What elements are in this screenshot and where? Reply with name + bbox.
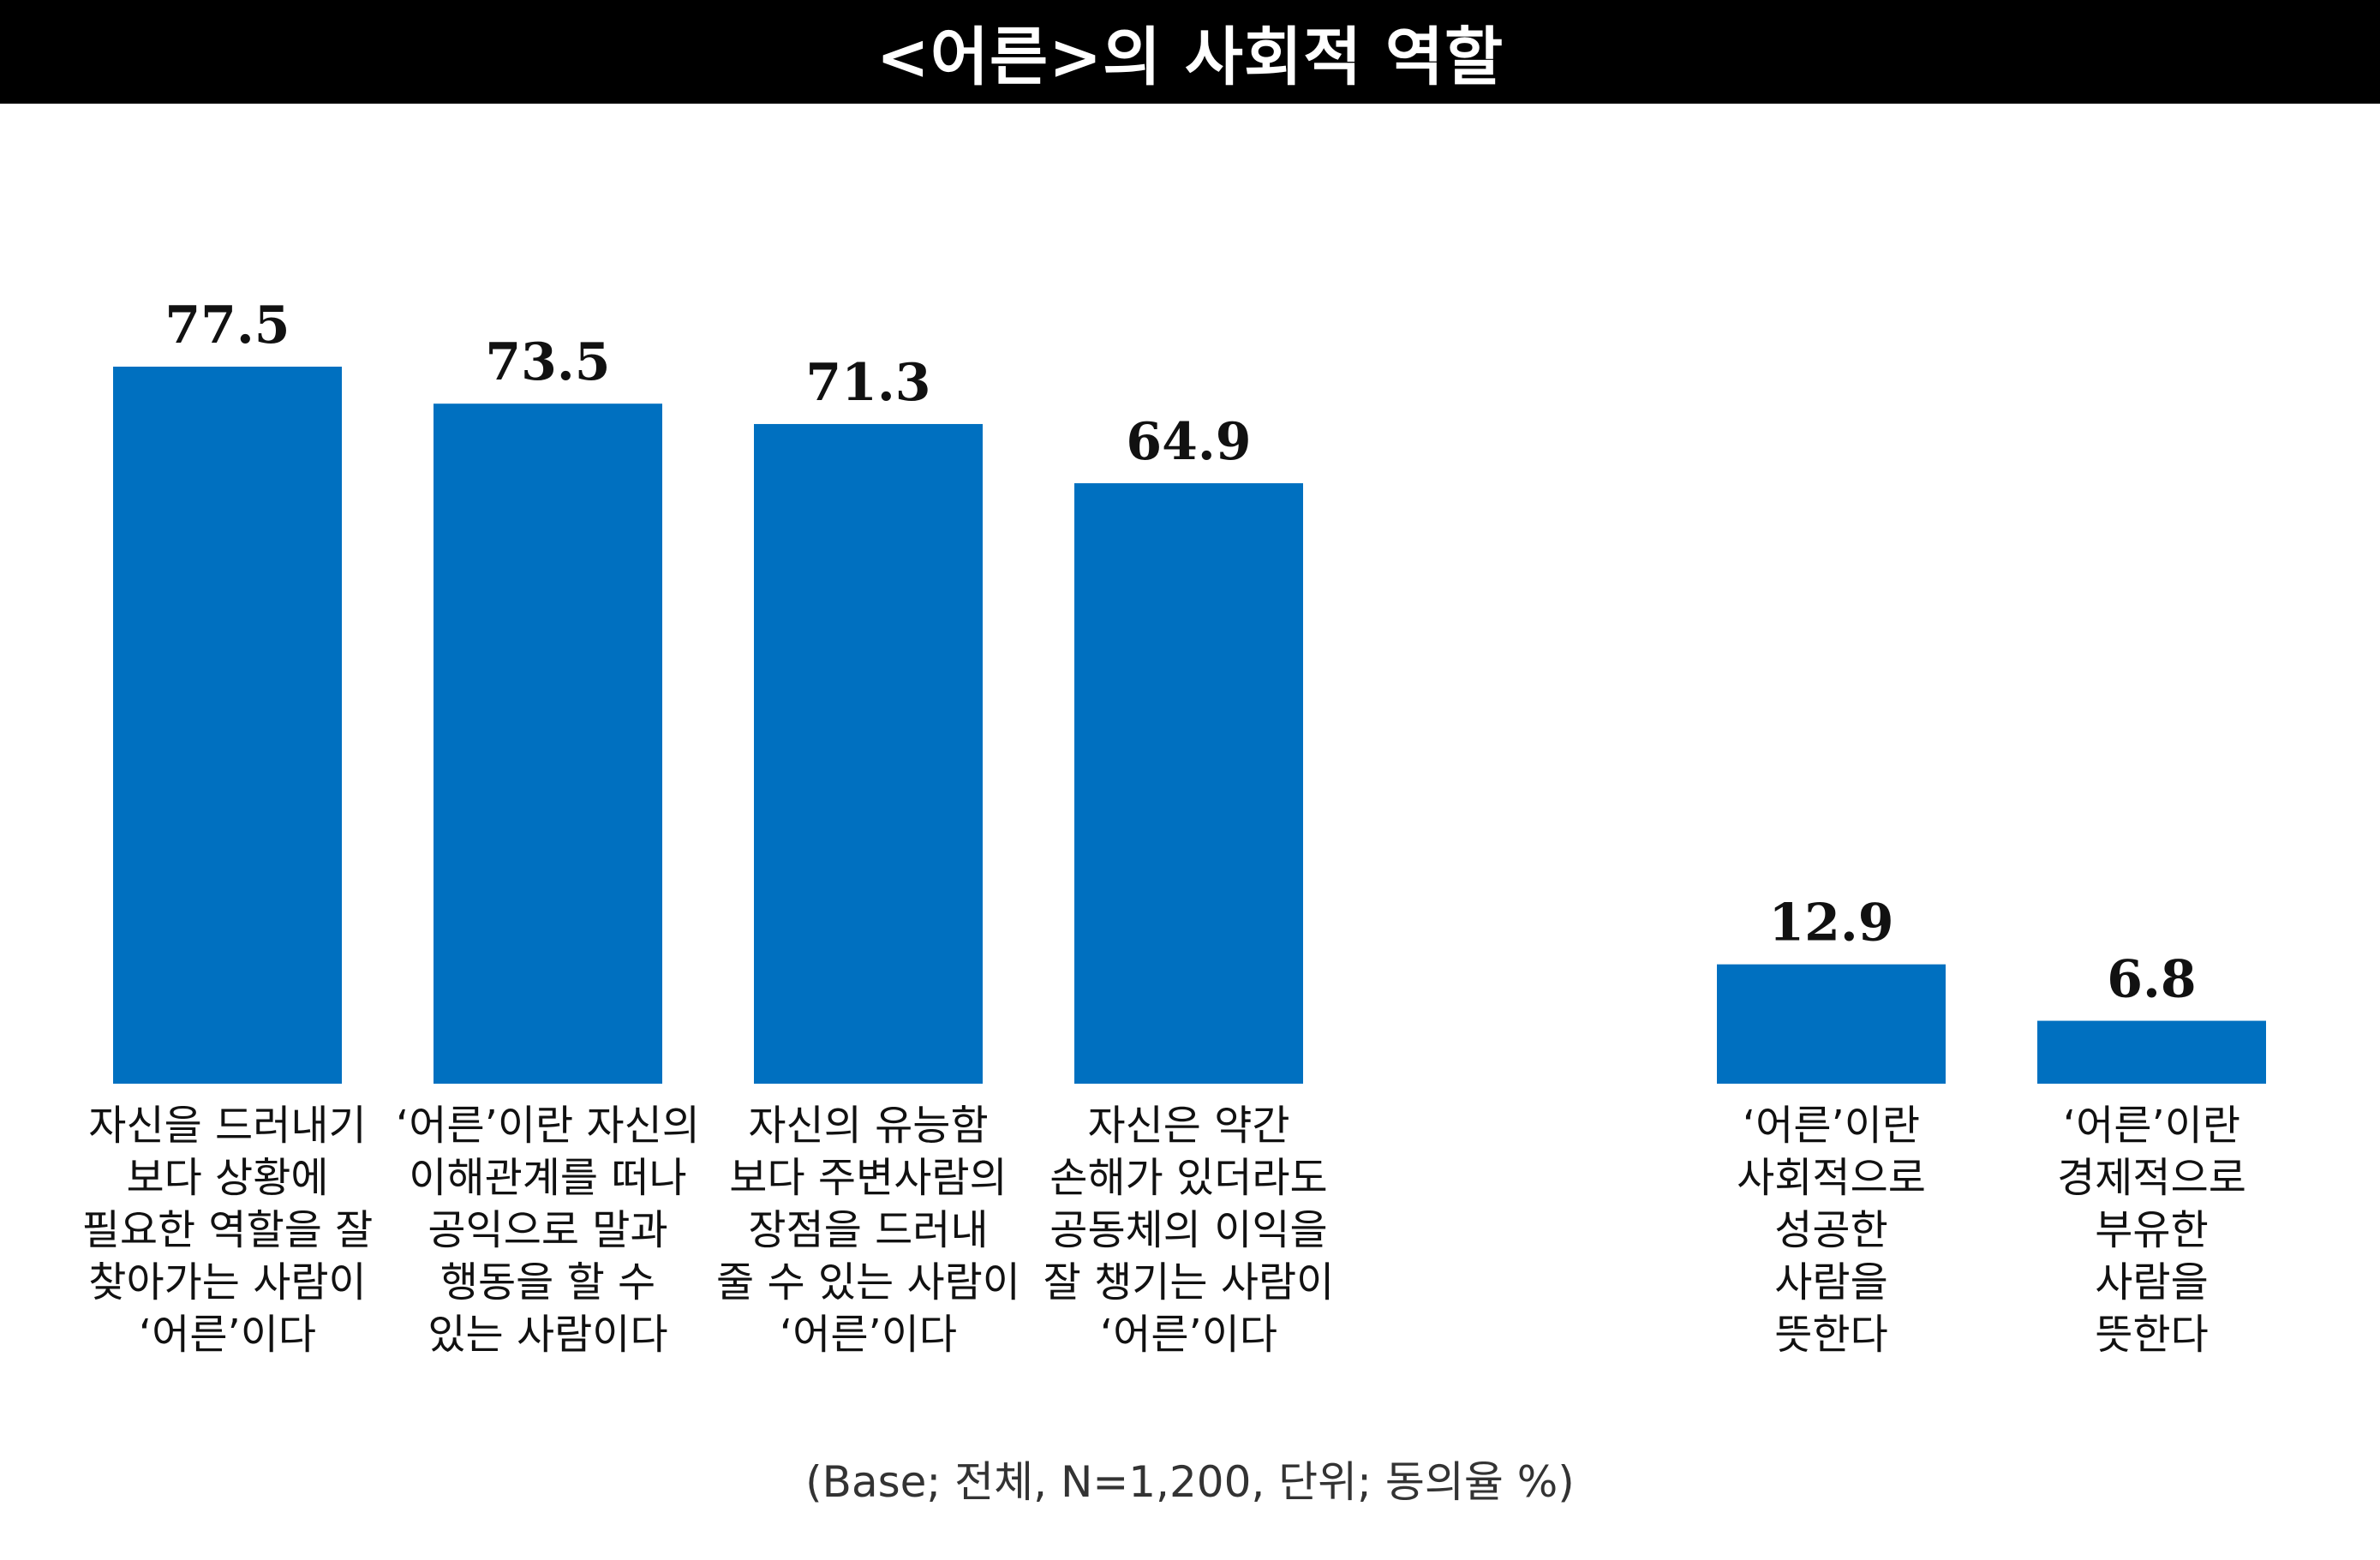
category-label-line: 보다 상황에 xyxy=(126,1154,328,1202)
category-label-line: ‘어른’이다 xyxy=(780,1311,957,1359)
category-label-line: 보다 주변사람의 xyxy=(729,1154,1007,1202)
bar-value-label-6: 6.8 xyxy=(2107,950,2196,1010)
category-label-line: 자신은 약간 xyxy=(1087,1102,1289,1150)
category-label-line: ‘어른’이란 xyxy=(1743,1102,1920,1150)
category-label-line: 공동체의 이익을 xyxy=(1049,1206,1327,1254)
category-label-line: ‘어른’이다 xyxy=(139,1311,316,1359)
category-label-line: ‘어른’이란 xyxy=(2063,1102,2240,1150)
category-label-line: ‘어른’이다 xyxy=(1100,1311,1277,1359)
category-label-line: 성공한 xyxy=(1774,1206,1887,1254)
footnote: (Base; 전체, N=1,200, 단위; 동의율 %) xyxy=(805,1457,1575,1507)
category-label-line: 부유한 xyxy=(2095,1206,2208,1254)
category-label-line: 이해관계를 떠나 xyxy=(409,1154,686,1202)
bar-value-label-4: 64.9 xyxy=(1126,412,1251,472)
bar-1 xyxy=(113,367,342,1084)
category-label-line: 사회적으로 xyxy=(1737,1154,1926,1202)
category-label-line: 뜻한다 xyxy=(2095,1311,2208,1359)
title-bar: <어른>의 사회적 역할 xyxy=(0,0,2380,104)
category-label-line: 장점을 드러내 xyxy=(748,1206,988,1254)
bar-6 xyxy=(2037,1020,2266,1084)
bar-value-label-3: 71.3 xyxy=(805,353,930,413)
category-label-line: 손해가 있더라도 xyxy=(1049,1154,1327,1202)
category-label-line: 뜻한다 xyxy=(1774,1311,1887,1359)
bar-5 xyxy=(1717,964,1946,1084)
category-label-line: 공익으로 말과 xyxy=(428,1206,667,1254)
category-label-line: 잘 챙기는 사람이 xyxy=(1043,1258,1335,1306)
bar-value-label-5: 12.9 xyxy=(1768,894,1893,953)
category-label-line: 자신의 유능함 xyxy=(748,1102,988,1150)
bar-2 xyxy=(434,403,662,1084)
category-label-1: 자신을 드러내기 보다 상황에 필요한 역할을 잘 찾아가는 사람이 ‘어른’이다 xyxy=(82,1102,374,1359)
category-label-line: 필요한 역할을 잘 xyxy=(82,1206,374,1254)
category-label-3: 자신의 유능함 보다 주변사람의 장점을 드러내 줄 수 있는 사람이 ‘어른’이다 xyxy=(716,1102,1020,1359)
bar-value-label-1: 77.5 xyxy=(164,296,290,356)
category-label-line: 있는 사람이다 xyxy=(428,1311,667,1359)
category-label-line: 사람을 xyxy=(1774,1258,1887,1306)
category-label-line: 자신을 드러내기 xyxy=(88,1102,366,1150)
category-label-4: 자신은 약간 손해가 있더라도 공동체의 이익을 잘 챙기는 사람이 ‘어른’이다 xyxy=(1043,1102,1335,1359)
category-label-line: ‘어른’이란 자신의 xyxy=(396,1102,700,1150)
bar-value-label-2: 73.5 xyxy=(485,332,610,392)
category-label-line: 줄 수 있는 사람이 xyxy=(716,1258,1020,1306)
category-label-line: 경제적으로 xyxy=(2057,1154,2246,1202)
category-label-line: 사람을 xyxy=(2095,1258,2208,1306)
bar-4 xyxy=(1074,483,1303,1084)
chart-title: <어른>의 사회적 역할 xyxy=(876,21,1504,94)
bar-3 xyxy=(754,423,983,1085)
category-label-line: 찾아가는 사람이 xyxy=(88,1258,366,1306)
category-label-line: 행동을 할 수 xyxy=(440,1258,655,1306)
